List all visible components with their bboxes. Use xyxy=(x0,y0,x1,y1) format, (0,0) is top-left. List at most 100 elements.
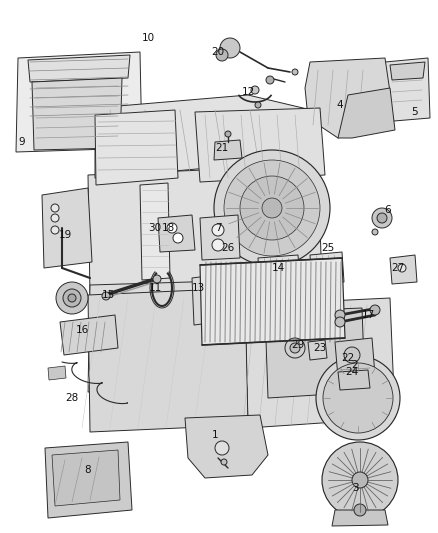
Polygon shape xyxy=(192,275,218,325)
Circle shape xyxy=(212,224,224,236)
Polygon shape xyxy=(390,255,417,284)
Polygon shape xyxy=(195,108,325,182)
Polygon shape xyxy=(338,88,395,138)
Circle shape xyxy=(370,305,380,315)
Circle shape xyxy=(352,472,368,488)
Polygon shape xyxy=(305,58,390,138)
Circle shape xyxy=(322,442,398,518)
Polygon shape xyxy=(140,183,170,280)
Polygon shape xyxy=(310,252,344,285)
Text: 28: 28 xyxy=(65,393,79,403)
Circle shape xyxy=(255,102,261,108)
Polygon shape xyxy=(16,52,142,152)
Circle shape xyxy=(173,233,183,243)
Polygon shape xyxy=(214,140,242,160)
Polygon shape xyxy=(265,308,365,398)
Circle shape xyxy=(372,229,378,235)
Circle shape xyxy=(290,343,300,353)
Text: 9: 9 xyxy=(19,137,25,147)
Text: 15: 15 xyxy=(101,290,115,300)
Circle shape xyxy=(266,76,274,84)
Circle shape xyxy=(56,282,88,314)
Polygon shape xyxy=(48,366,66,380)
Text: 24: 24 xyxy=(346,367,359,377)
Text: 25: 25 xyxy=(321,243,335,253)
Text: 27: 27 xyxy=(392,263,405,273)
Text: 12: 12 xyxy=(241,87,254,97)
Circle shape xyxy=(215,441,229,455)
Polygon shape xyxy=(390,62,425,80)
Polygon shape xyxy=(245,298,395,428)
Text: 17: 17 xyxy=(361,310,374,320)
Circle shape xyxy=(220,38,240,58)
Text: 30: 30 xyxy=(148,223,162,233)
Circle shape xyxy=(377,213,387,223)
Polygon shape xyxy=(88,288,248,432)
Circle shape xyxy=(335,310,345,320)
Circle shape xyxy=(354,504,366,516)
Polygon shape xyxy=(60,315,118,355)
Text: 16: 16 xyxy=(75,325,88,335)
Text: 21: 21 xyxy=(215,143,229,153)
Text: 1: 1 xyxy=(212,430,218,440)
Circle shape xyxy=(51,204,59,212)
Circle shape xyxy=(251,86,259,94)
Text: 13: 13 xyxy=(191,283,205,293)
Circle shape xyxy=(167,223,177,233)
Polygon shape xyxy=(32,78,122,150)
Polygon shape xyxy=(52,450,120,506)
Text: 7: 7 xyxy=(215,223,221,233)
Text: 4: 4 xyxy=(337,100,343,110)
Text: 11: 11 xyxy=(148,283,162,293)
Text: 2: 2 xyxy=(352,360,358,370)
Text: 29: 29 xyxy=(291,340,304,350)
Circle shape xyxy=(285,338,305,358)
Text: 5: 5 xyxy=(412,107,418,117)
Polygon shape xyxy=(200,215,240,260)
Circle shape xyxy=(344,347,360,363)
Text: 20: 20 xyxy=(212,47,225,57)
Circle shape xyxy=(323,363,393,433)
Circle shape xyxy=(292,69,298,75)
Polygon shape xyxy=(382,58,430,122)
Text: 26: 26 xyxy=(221,243,235,253)
Polygon shape xyxy=(185,415,268,478)
Polygon shape xyxy=(158,215,195,252)
Polygon shape xyxy=(332,510,388,526)
Polygon shape xyxy=(95,110,178,185)
Text: 23: 23 xyxy=(313,343,327,353)
Polygon shape xyxy=(88,165,322,295)
Circle shape xyxy=(398,264,406,272)
Circle shape xyxy=(335,317,345,327)
Polygon shape xyxy=(95,95,320,178)
Circle shape xyxy=(262,198,282,218)
Polygon shape xyxy=(88,278,325,392)
Text: 18: 18 xyxy=(161,223,175,233)
Circle shape xyxy=(51,226,59,234)
Text: 6: 6 xyxy=(385,205,391,215)
Polygon shape xyxy=(200,258,345,345)
Polygon shape xyxy=(335,338,375,378)
Circle shape xyxy=(212,239,224,251)
Text: 10: 10 xyxy=(141,33,155,43)
Text: 22: 22 xyxy=(341,353,355,363)
Polygon shape xyxy=(338,370,370,390)
Circle shape xyxy=(221,459,227,465)
Circle shape xyxy=(153,275,161,283)
Circle shape xyxy=(240,176,304,240)
Circle shape xyxy=(102,292,110,300)
Text: 19: 19 xyxy=(58,230,72,240)
Polygon shape xyxy=(28,55,130,82)
Circle shape xyxy=(68,294,76,302)
Polygon shape xyxy=(45,442,132,518)
Circle shape xyxy=(63,289,81,307)
Text: 3: 3 xyxy=(352,483,358,493)
Circle shape xyxy=(316,356,400,440)
Polygon shape xyxy=(42,188,92,268)
Polygon shape xyxy=(258,255,300,288)
Circle shape xyxy=(216,49,228,61)
Circle shape xyxy=(225,131,231,137)
Polygon shape xyxy=(308,340,327,360)
Circle shape xyxy=(224,160,320,256)
Text: 8: 8 xyxy=(85,465,91,475)
